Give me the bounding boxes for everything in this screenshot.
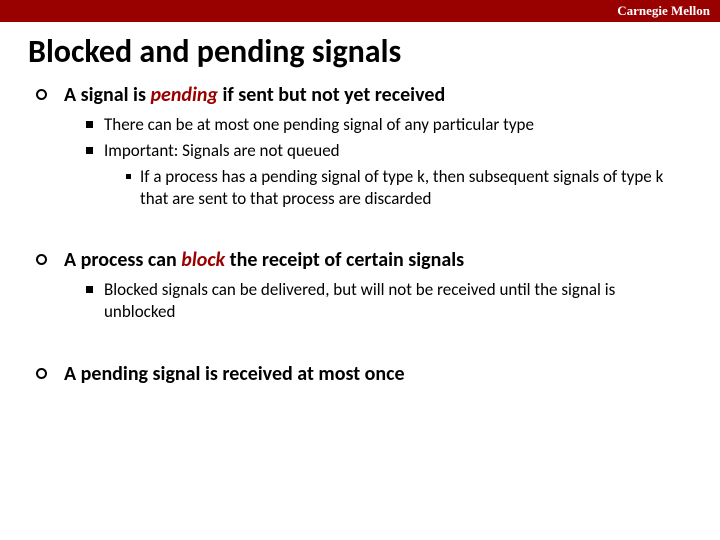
list-item-text: A signal is pending if sent but not yet … xyxy=(64,83,684,108)
small-square-bullet-icon xyxy=(126,174,131,179)
brand-bar: Carnegie Mellon xyxy=(0,0,720,22)
page-title: Blocked and pending signals xyxy=(0,22,720,83)
circle-bullet-icon xyxy=(36,89,47,100)
square-bullet-icon xyxy=(86,286,93,293)
content: A signal is pending if sent but not yet … xyxy=(0,83,720,387)
list-item: If a process has a pending signal of typ… xyxy=(126,166,684,210)
bullet-list: A signal is pending if sent but not yet … xyxy=(36,83,684,387)
slide: Carnegie Mellon Blocked and pending sign… xyxy=(0,0,720,540)
sub-list: Blocked signals can be delivered, but wi… xyxy=(64,273,684,341)
list-item-text: Important: Signals are not queued xyxy=(104,140,340,161)
square-bullet-icon xyxy=(86,121,93,128)
text-post: the receipt of certain signals xyxy=(225,248,464,272)
text-post: if sent but not yet received xyxy=(218,83,445,107)
list-item: A pending signal is received at most onc… xyxy=(36,362,684,387)
list-item: Blocked signals can be delivered, but wi… xyxy=(86,279,684,323)
spacer xyxy=(36,348,684,362)
text-pre: A signal is xyxy=(64,83,150,107)
list-item-text: If a process has a pending signal of typ… xyxy=(140,166,663,209)
circle-bullet-icon xyxy=(36,254,47,265)
list-item: Important: Signals are not queued If a p… xyxy=(86,140,684,210)
text-pre: A process can xyxy=(64,248,181,272)
list-item: A process can block the receipt of certa… xyxy=(36,248,684,341)
text-pre: A pending signal is received at most onc… xyxy=(64,362,405,386)
list-item: A signal is pending if sent but not yet … xyxy=(36,83,684,228)
list-item-text: A process can block the receipt of certa… xyxy=(64,248,684,273)
list-item-text: There can be at most one pending signal … xyxy=(104,114,534,135)
brand-label: Carnegie Mellon xyxy=(617,3,710,19)
text-emph: block xyxy=(181,248,225,272)
spacer xyxy=(36,234,684,248)
square-bullet-icon xyxy=(86,147,93,154)
circle-bullet-icon xyxy=(36,368,47,379)
list-item-text: Blocked signals can be delivered, but wi… xyxy=(104,279,615,322)
list-item-text: A pending signal is received at most onc… xyxy=(64,362,684,387)
sub-list: There can be at most one pending signal … xyxy=(64,108,684,228)
sub-sub-list: If a process has a pending signal of typ… xyxy=(104,162,684,210)
text-emph: pending xyxy=(150,83,218,107)
list-item: There can be at most one pending signal … xyxy=(86,114,684,136)
